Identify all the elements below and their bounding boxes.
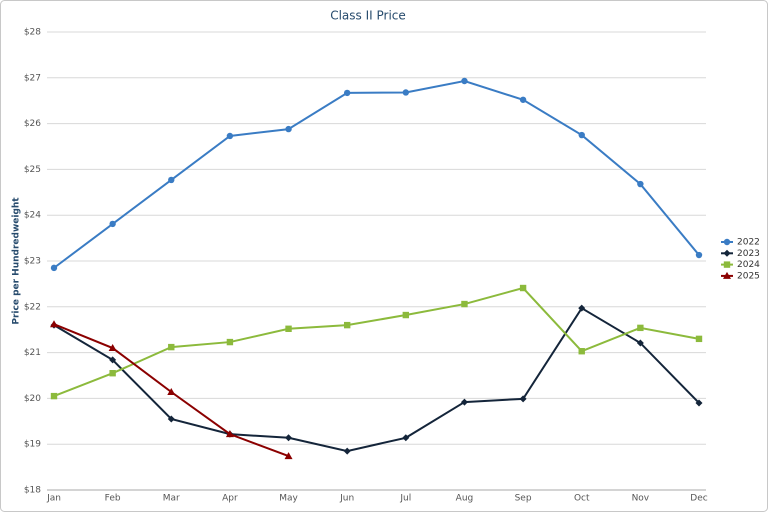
y-tick-label: $23 (24, 257, 41, 267)
point (167, 415, 175, 423)
point (723, 249, 731, 257)
chart-title: Class II Price (330, 9, 406, 23)
point (519, 395, 527, 403)
x-tick-label: Jul (399, 494, 411, 504)
y-tick-label: $25 (24, 165, 41, 175)
point (695, 399, 703, 407)
y-tick-label: $27 (24, 73, 41, 83)
legend-label: 2025 (737, 271, 760, 281)
point (50, 264, 58, 272)
point (109, 370, 116, 377)
y-tick-label: $26 (24, 119, 41, 129)
point (461, 77, 468, 85)
point (578, 304, 586, 312)
point (402, 311, 410, 319)
point (578, 348, 585, 355)
point (168, 343, 175, 351)
point (519, 96, 527, 103)
point (343, 321, 351, 329)
point (225, 430, 234, 438)
y-tick-label: $20 (24, 394, 41, 404)
y-tick-label: $24 (24, 211, 41, 221)
point (723, 238, 731, 246)
point (723, 271, 731, 279)
point (285, 125, 292, 133)
point (285, 434, 293, 442)
point (50, 392, 58, 400)
point (168, 176, 175, 184)
x-tick-label: Aug (456, 494, 474, 504)
x-tick-label: Oct (574, 494, 590, 504)
point (108, 344, 117, 352)
point (285, 325, 292, 332)
point (460, 398, 468, 406)
x-tick-label: Sep (515, 494, 532, 504)
x-tick-label: May (279, 494, 298, 504)
point (226, 132, 234, 140)
y-tick-label: $28 (24, 28, 41, 38)
point (402, 89, 410, 96)
legend-label: 2022 (737, 238, 760, 248)
x-tick-label: Nov (632, 494, 650, 504)
point (109, 356, 117, 364)
point (519, 284, 527, 292)
y-axis-label: Price per Hundredweight (12, 197, 22, 325)
x-tick-label: Jun (339, 494, 354, 504)
x-tick-label: Mar (163, 494, 180, 504)
y-tick-label: $19 (24, 440, 41, 450)
point (636, 339, 644, 347)
point (402, 434, 410, 442)
point (695, 335, 703, 343)
y-tick-label: $22 (24, 302, 41, 312)
y-tick-label: $18 (24, 486, 41, 496)
point (637, 180, 644, 188)
point (461, 300, 468, 308)
point (343, 89, 351, 97)
point (723, 261, 731, 268)
point (284, 452, 293, 460)
series-line (53, 79, 700, 269)
point (167, 387, 176, 395)
legend-label: 2024 (737, 260, 760, 270)
x-tick-label: Apr (222, 494, 238, 504)
point (578, 131, 585, 139)
x-tick-label: Dec (690, 494, 707, 504)
series-line (53, 306, 700, 453)
point (695, 251, 703, 259)
point (637, 324, 644, 332)
y-tick-label: $21 (24, 348, 41, 358)
legend-label: 2023 (737, 249, 760, 259)
series-line (53, 286, 700, 398)
point (50, 320, 58, 328)
point (226, 338, 234, 346)
point (109, 220, 116, 228)
x-tick-label: Jan (46, 494, 61, 504)
point (343, 447, 351, 455)
x-tick-label: Feb (105, 494, 121, 504)
